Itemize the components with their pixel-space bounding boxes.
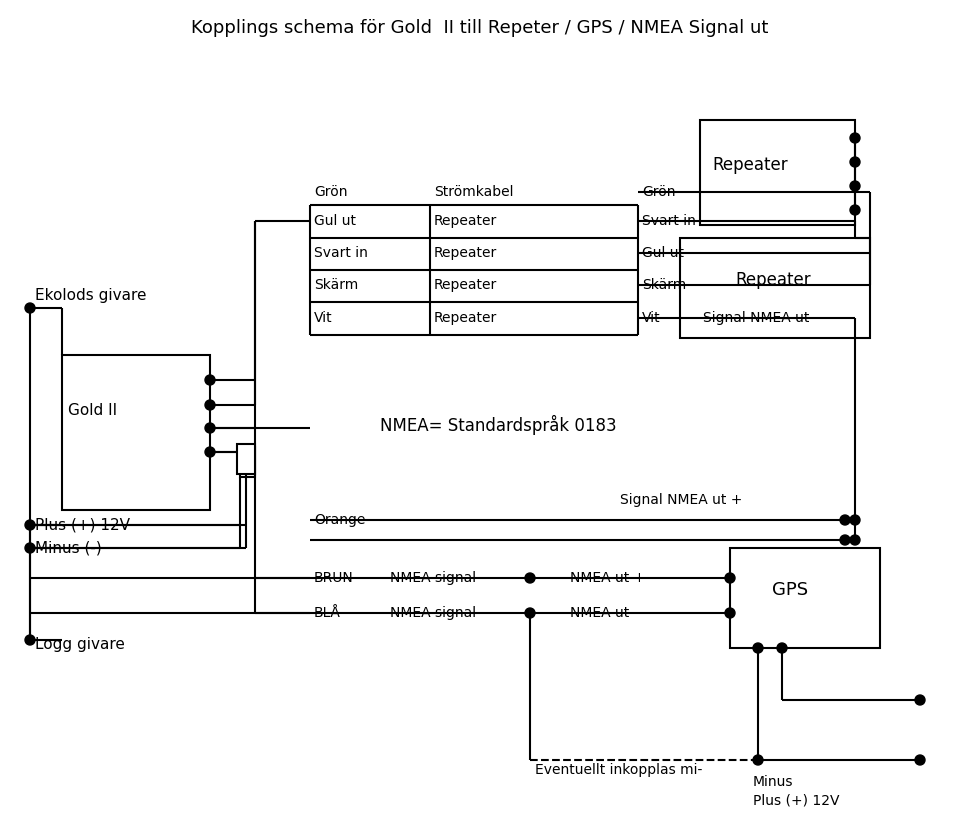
Text: BLÅ: BLÅ	[314, 606, 341, 620]
Text: NMEA signal: NMEA signal	[390, 571, 476, 585]
Circle shape	[25, 520, 35, 530]
Circle shape	[753, 643, 763, 653]
Text: Repeater: Repeater	[434, 214, 497, 228]
Text: Minus (-): Minus (-)	[35, 541, 102, 556]
Circle shape	[777, 643, 787, 653]
Text: Skärm: Skärm	[314, 278, 358, 292]
Text: Strömkabel: Strömkabel	[434, 185, 514, 199]
Circle shape	[25, 543, 35, 553]
Text: Kopplings schema för Gold  II till Repeter / GPS / NMEA Signal ut: Kopplings schema för Gold II till Repete…	[191, 19, 769, 37]
Circle shape	[850, 515, 860, 525]
Text: Gul ut: Gul ut	[314, 214, 356, 228]
Circle shape	[850, 157, 860, 167]
Text: Signal NMEA ut +: Signal NMEA ut +	[620, 493, 742, 507]
Circle shape	[840, 515, 850, 525]
Text: NMEA= Standardspråk 0183: NMEA= Standardspråk 0183	[380, 415, 616, 435]
Circle shape	[725, 608, 735, 618]
Text: Repeater: Repeater	[434, 278, 497, 292]
Text: Orange: Orange	[314, 513, 366, 527]
Circle shape	[525, 573, 535, 583]
Text: Svart in: Svart in	[314, 246, 368, 260]
Text: Vit: Vit	[642, 311, 660, 325]
Bar	[730, 548, 880, 648]
Circle shape	[850, 181, 860, 191]
Text: Signal NMEA ut -: Signal NMEA ut -	[703, 311, 819, 325]
Circle shape	[850, 205, 860, 215]
Text: Repeater: Repeater	[712, 156, 787, 174]
Text: Plus (+) 12V: Plus (+) 12V	[753, 793, 839, 807]
Circle shape	[205, 400, 215, 410]
Circle shape	[525, 608, 535, 618]
Text: Gul ut: Gul ut	[642, 246, 684, 260]
Text: Ekolods givare: Ekolods givare	[35, 287, 147, 302]
Circle shape	[205, 423, 215, 433]
Circle shape	[725, 573, 735, 583]
Text: BRUN: BRUN	[314, 571, 353, 585]
Circle shape	[850, 535, 860, 545]
Circle shape	[25, 635, 35, 645]
Circle shape	[25, 303, 35, 313]
Text: Repeater: Repeater	[434, 311, 497, 325]
Text: Gold II: Gold II	[68, 402, 117, 417]
Text: NMEA signal: NMEA signal	[390, 606, 476, 620]
Bar	[240, 447, 255, 477]
Text: Vit: Vit	[314, 311, 332, 325]
Circle shape	[915, 695, 925, 705]
Text: Logg givare: Logg givare	[35, 637, 125, 652]
Text: Svart in: Svart in	[642, 214, 696, 228]
Text: Eventuellt inkopplas mi-: Eventuellt inkopplas mi-	[535, 763, 703, 777]
Text: Skärm: Skärm	[642, 278, 686, 292]
Text: Grön: Grön	[314, 185, 348, 199]
Circle shape	[850, 133, 860, 143]
Circle shape	[205, 375, 215, 385]
Bar	[700, 120, 855, 225]
Circle shape	[205, 447, 215, 457]
Text: Minus: Minus	[753, 775, 794, 789]
Text: Repeater: Repeater	[434, 246, 497, 260]
Text: Plus (+) 12V: Plus (+) 12V	[35, 517, 130, 532]
Text: NMEA ut +: NMEA ut +	[570, 571, 645, 585]
Bar	[237, 444, 255, 474]
Text: NMEA ut -: NMEA ut -	[570, 606, 638, 620]
Circle shape	[915, 755, 925, 765]
Circle shape	[753, 755, 763, 765]
Text: Grön: Grön	[642, 185, 676, 199]
Bar	[62, 355, 210, 510]
Text: GPS: GPS	[772, 581, 808, 599]
Circle shape	[840, 535, 850, 545]
Bar	[680, 238, 870, 338]
Text: Repeater: Repeater	[735, 271, 810, 289]
